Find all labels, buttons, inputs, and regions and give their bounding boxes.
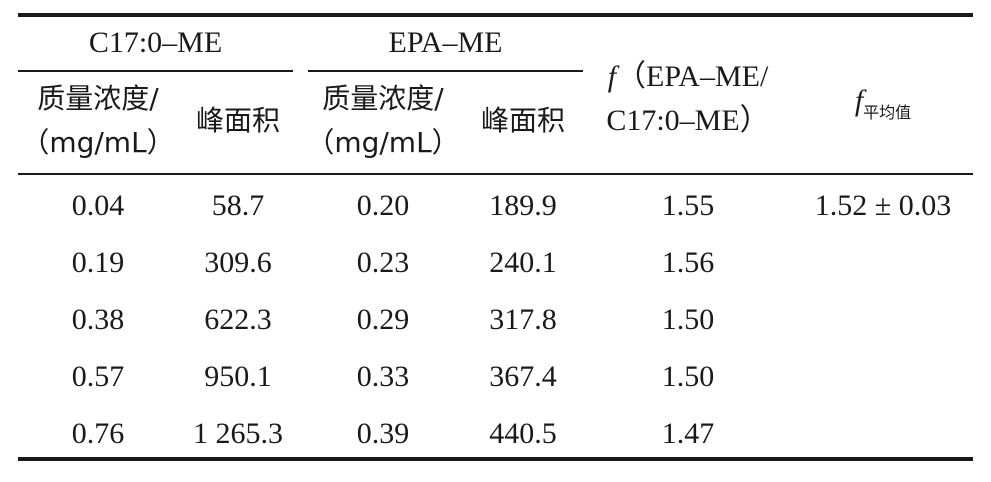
f-symbol: f bbox=[607, 60, 617, 93]
cell-f: 1.56 bbox=[661, 246, 715, 279]
epa-group-underline bbox=[308, 70, 583, 72]
cell-c17-conc: 0.57 bbox=[71, 360, 125, 393]
cell-epa-area: 440.5 bbox=[489, 417, 557, 450]
cell-epa-area: 367.4 bbox=[489, 360, 557, 393]
cell-c17-area: 309.6 bbox=[204, 246, 272, 279]
cell-f: 1.47 bbox=[661, 417, 715, 450]
c17-group-underline bbox=[18, 70, 293, 72]
cell-epa-area: 317.8 bbox=[489, 303, 557, 336]
favg-value: 1.52 ± 0.03 bbox=[814, 189, 952, 222]
cell-c17-area: 1 265.3 bbox=[193, 417, 283, 450]
cell-c17-area: 58.7 bbox=[211, 189, 265, 222]
header-favg: f平均值 bbox=[793, 83, 973, 131]
cell-f: 1.55 bbox=[661, 189, 715, 222]
cell-epa-conc: 0.23 bbox=[356, 246, 410, 279]
header-epa-conc-line1: 质量浓度/ bbox=[322, 82, 444, 115]
header-f-line1: f（EPA–ME/ bbox=[588, 59, 788, 95]
header-c17-area: 峰面积 bbox=[195, 104, 280, 137]
header-c17-conc-line2: （mg/mL） bbox=[21, 126, 175, 159]
header-c17-group: C17:0–ME bbox=[88, 26, 223, 59]
cell-c17-area: 622.3 bbox=[204, 303, 272, 336]
f-header-text1: （EPA–ME/ bbox=[616, 60, 769, 93]
cell-c17-area: 950.1 bbox=[204, 360, 272, 393]
cell-c17-conc: 0.76 bbox=[71, 417, 125, 450]
top-rule bbox=[18, 13, 973, 17]
favg-symbol: f bbox=[854, 84, 864, 117]
cell-c17-conc: 0.19 bbox=[71, 246, 125, 279]
favg-subscript: 平均值 bbox=[863, 103, 912, 122]
cell-f: 1.50 bbox=[661, 360, 715, 393]
cell-epa-conc: 0.29 bbox=[356, 303, 410, 336]
header-epa-group: EPA–ME bbox=[388, 26, 503, 59]
header-rule bbox=[18, 173, 973, 175]
cell-c17-conc: 0.04 bbox=[71, 189, 125, 222]
cell-c17-conc: 0.38 bbox=[71, 303, 125, 336]
header-c17-conc-line1: 质量浓度/ bbox=[37, 82, 159, 115]
cell-epa-area: 240.1 bbox=[489, 246, 557, 279]
header-epa-area: 峰面积 bbox=[480, 104, 565, 137]
header-epa-conc-line2: （mg/mL） bbox=[306, 126, 460, 159]
cell-epa-conc: 0.33 bbox=[356, 360, 410, 393]
cell-f: 1.50 bbox=[661, 303, 715, 336]
cell-epa-conc: 0.20 bbox=[356, 189, 410, 222]
bottom-rule bbox=[18, 457, 973, 461]
header-f-line2: C17:0–ME） bbox=[606, 104, 770, 137]
cell-epa-conc: 0.39 bbox=[356, 417, 410, 450]
cell-epa-area: 189.9 bbox=[489, 189, 557, 222]
